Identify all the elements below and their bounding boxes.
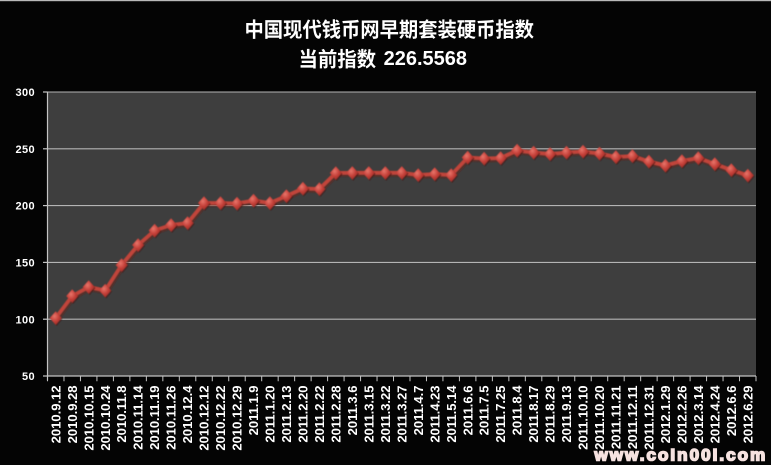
svg-text:150: 150 xyxy=(15,258,35,270)
svg-text:2011.4.7: 2011.4.7 xyxy=(411,386,426,436)
svg-text:250: 250 xyxy=(15,144,35,156)
svg-text:2011.11.21: 2011.11.21 xyxy=(609,386,624,450)
svg-text:2011.5.14: 2011.5.14 xyxy=(444,385,459,443)
svg-text:2011.8.4: 2011.8.4 xyxy=(510,385,525,436)
svg-text:226.5568: 226.5568 xyxy=(384,48,467,70)
svg-text:2012.2.26: 2012.2.26 xyxy=(675,386,690,444)
svg-text:2011.2.22: 2011.2.22 xyxy=(312,386,327,443)
svg-text:50: 50 xyxy=(22,371,35,383)
svg-text:100: 100 xyxy=(15,314,35,326)
svg-text:2011.3.15: 2011.3.15 xyxy=(361,386,376,443)
svg-text:2010.10.24: 2010.10.24 xyxy=(98,385,113,451)
svg-text:2011.12.31: 2011.12.31 xyxy=(642,386,657,450)
svg-text:2011.8.17: 2011.8.17 xyxy=(526,386,541,443)
svg-text:2011.3.27: 2011.3.27 xyxy=(394,386,409,443)
svg-text:2011.4.23: 2011.4.23 xyxy=(427,386,442,443)
svg-text:2010.11.14: 2010.11.14 xyxy=(131,385,146,450)
svg-text:300: 300 xyxy=(15,87,35,99)
svg-text:2010.10.15: 2010.10.15 xyxy=(81,386,96,451)
svg-text:2011.2.28: 2011.2.28 xyxy=(328,386,343,443)
svg-text:2011.7.25: 2011.7.25 xyxy=(493,386,508,443)
svg-text:2010.12.12: 2010.12.12 xyxy=(197,386,212,451)
svg-text:2010.11.8: 2010.11.8 xyxy=(114,386,129,443)
svg-text:2011.2.20: 2011.2.20 xyxy=(296,386,311,443)
svg-text:2011.1.9: 2011.1.9 xyxy=(246,386,261,436)
svg-text:2010.9.28: 2010.9.28 xyxy=(65,386,80,444)
svg-text:2012.1.29: 2012.1.29 xyxy=(658,386,673,444)
svg-text:2010.12.22: 2010.12.22 xyxy=(213,386,228,451)
svg-text:www.coIn00I.com: www.coIn00I.com xyxy=(594,446,768,465)
svg-text:2012.3.14: 2012.3.14 xyxy=(691,385,706,444)
svg-text:2010.11.19: 2010.11.19 xyxy=(147,386,162,450)
svg-text:2011.12.11: 2011.12.11 xyxy=(625,386,640,450)
svg-text:2011.3.6: 2011.3.6 xyxy=(345,386,360,436)
svg-text:2012.4.24: 2012.4.24 xyxy=(707,385,722,444)
svg-text:2011.10.20: 2011.10.20 xyxy=(592,386,607,450)
svg-text:2011.9.13: 2011.9.13 xyxy=(559,386,574,443)
svg-text:2012.6.6: 2012.6.6 xyxy=(724,386,739,437)
svg-text:2010.12.29: 2010.12.29 xyxy=(230,386,245,451)
svg-text:2011.2.13: 2011.2.13 xyxy=(279,386,294,443)
svg-text:2010.9.12: 2010.9.12 xyxy=(48,386,63,444)
svg-text:2011.10.10: 2011.10.10 xyxy=(576,386,591,450)
svg-text:200: 200 xyxy=(15,201,35,213)
svg-text:2011.7.5: 2011.7.5 xyxy=(477,386,492,436)
svg-text:2011.1.20: 2011.1.20 xyxy=(263,386,278,443)
svg-text:2012.6.29: 2012.6.29 xyxy=(740,386,755,444)
svg-text:2011.6.6: 2011.6.6 xyxy=(460,386,475,436)
svg-text:2010.11.26: 2010.11.26 xyxy=(164,386,179,450)
svg-text:2010.12.4: 2010.12.4 xyxy=(180,385,195,444)
svg-text:2011.8.29: 2011.8.29 xyxy=(543,386,558,443)
svg-text:2011.3.22: 2011.3.22 xyxy=(378,386,393,443)
